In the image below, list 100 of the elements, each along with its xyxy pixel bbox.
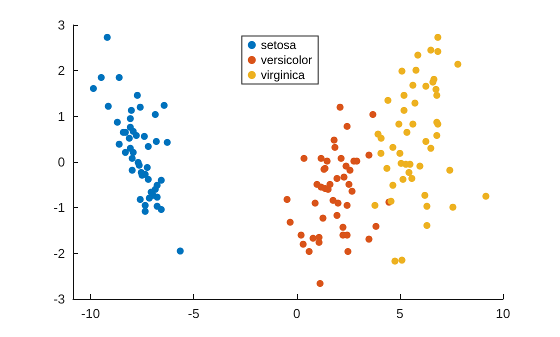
point xyxy=(399,176,406,183)
point xyxy=(346,166,354,174)
point xyxy=(176,248,184,255)
point xyxy=(126,115,134,122)
point xyxy=(98,74,105,82)
point xyxy=(342,162,350,170)
point xyxy=(144,142,152,150)
y-tick-label: 0 xyxy=(58,154,65,170)
point xyxy=(300,240,307,248)
point xyxy=(164,138,171,146)
point xyxy=(389,182,396,189)
point xyxy=(142,208,149,215)
point xyxy=(369,111,376,118)
point xyxy=(345,180,352,188)
point xyxy=(310,234,317,242)
point xyxy=(136,162,143,169)
x-tick-label: 10 xyxy=(496,306,510,321)
point xyxy=(158,206,165,213)
point xyxy=(378,134,385,142)
point xyxy=(388,198,395,205)
point xyxy=(395,120,402,128)
point xyxy=(286,218,294,226)
point xyxy=(434,48,442,55)
point xyxy=(422,138,430,145)
point xyxy=(160,102,168,109)
point xyxy=(316,280,324,287)
y-tick-label: -1 xyxy=(53,200,65,216)
point xyxy=(433,132,440,140)
point xyxy=(333,174,340,182)
point xyxy=(330,136,338,144)
point xyxy=(391,258,398,265)
point xyxy=(423,202,430,210)
legend-label: virginica xyxy=(260,68,306,82)
point xyxy=(409,120,416,128)
point xyxy=(383,164,390,172)
point xyxy=(427,144,434,152)
point xyxy=(408,174,416,182)
point xyxy=(398,256,406,264)
point xyxy=(144,176,152,183)
point xyxy=(122,148,129,156)
point xyxy=(344,202,351,209)
point xyxy=(416,162,424,170)
point xyxy=(482,192,490,200)
point xyxy=(340,174,348,181)
point xyxy=(348,188,356,195)
point xyxy=(90,84,97,92)
point xyxy=(396,150,404,157)
point xyxy=(433,92,440,99)
y-tick-label: 3 xyxy=(58,18,65,32)
point xyxy=(142,202,149,209)
point xyxy=(126,134,133,142)
x-tick-label: 5 xyxy=(396,306,404,321)
point xyxy=(334,200,342,207)
y-tick-label: 2 xyxy=(58,63,65,78)
point xyxy=(318,154,325,162)
point xyxy=(400,92,408,99)
point xyxy=(412,66,420,74)
point xyxy=(344,122,351,130)
x-tick-label: 0 xyxy=(293,306,300,321)
point xyxy=(104,102,112,110)
point xyxy=(284,196,291,203)
point xyxy=(336,104,344,111)
point xyxy=(144,164,151,171)
point xyxy=(132,132,140,140)
point xyxy=(423,222,430,229)
point xyxy=(372,222,380,230)
point xyxy=(414,52,422,59)
point xyxy=(454,60,462,68)
point xyxy=(104,34,111,41)
point xyxy=(446,166,454,174)
point xyxy=(140,132,148,140)
point xyxy=(338,154,345,162)
point xyxy=(331,144,338,151)
point xyxy=(152,138,160,145)
point xyxy=(434,34,442,41)
x-tick-label: -5 xyxy=(188,306,200,321)
x-tick-label: -10 xyxy=(81,306,100,321)
point xyxy=(128,166,136,174)
point xyxy=(128,106,135,114)
point xyxy=(365,236,372,243)
point xyxy=(403,128,410,136)
point xyxy=(377,150,384,157)
point xyxy=(449,204,456,211)
point xyxy=(319,214,326,222)
point xyxy=(134,92,141,99)
point xyxy=(371,202,378,209)
point xyxy=(312,200,319,207)
point xyxy=(400,106,408,114)
point xyxy=(154,194,161,201)
point xyxy=(158,176,165,184)
point xyxy=(432,86,440,93)
point xyxy=(324,158,331,165)
point xyxy=(152,111,159,118)
point xyxy=(409,82,416,89)
point xyxy=(405,169,412,176)
point xyxy=(146,194,153,202)
y-tick-label: -3 xyxy=(53,292,65,306)
point xyxy=(398,68,406,75)
point xyxy=(130,148,137,156)
point xyxy=(344,232,351,239)
